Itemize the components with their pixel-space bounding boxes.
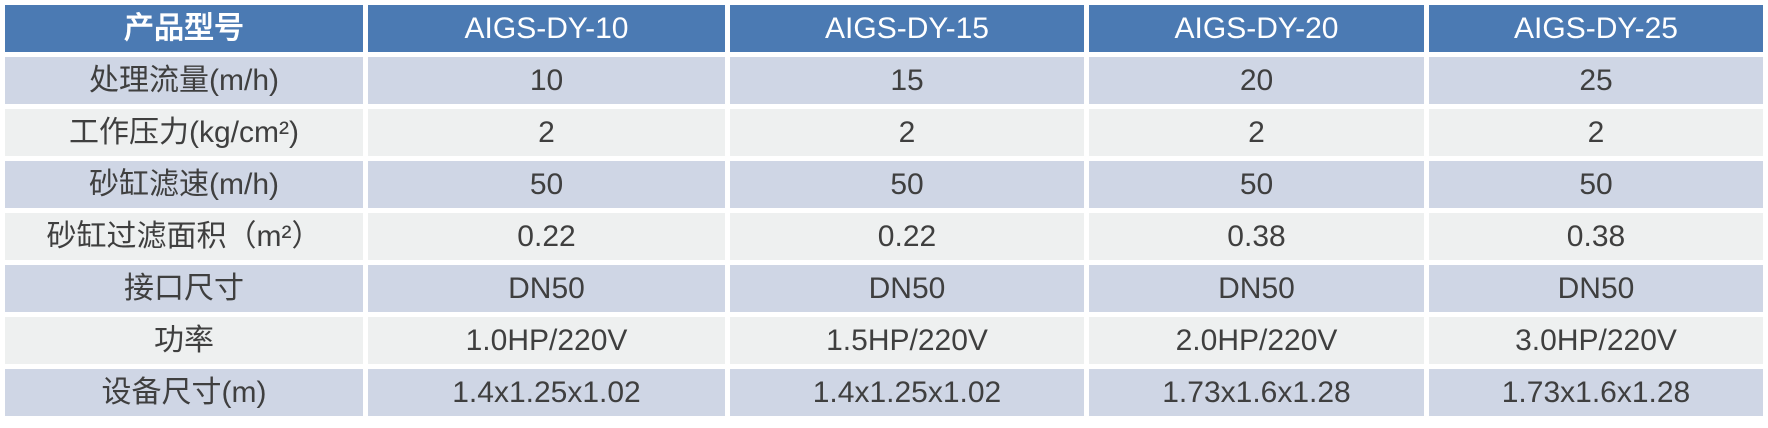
value-cell: DN50	[368, 265, 725, 312]
header-cell-product-model: 产品型号	[5, 5, 363, 52]
value-cell: 0.22	[730, 213, 1084, 260]
table-row-filter-area: 砂缸过滤面积（m²） 0.22 0.22 0.38 0.38	[5, 213, 1763, 260]
value-cell: 50	[368, 161, 725, 208]
value-cell: 1.73x1.6x1.28	[1089, 369, 1424, 416]
table-row-power: 功率 1.0HP/220V 1.5HP/220V 2.0HP/220V 3.0H…	[5, 317, 1763, 364]
value-cell: 1.4x1.25x1.02	[368, 369, 725, 416]
value-cell: 1.5HP/220V	[730, 317, 1084, 364]
value-cell: 25	[1429, 57, 1763, 104]
table-header-row: 产品型号 AIGS-DY-10 AIGS-DY-15 AIGS-DY-20 AI…	[5, 5, 1763, 52]
header-cell-model-3: AIGS-DY-20	[1089, 5, 1424, 52]
table-row-filter-speed: 砂缸滤速(m/h) 50 50 50 50	[5, 161, 1763, 208]
value-cell: 10	[368, 57, 725, 104]
row-label-power: 功率	[5, 317, 363, 364]
value-cell: 0.38	[1089, 213, 1424, 260]
value-cell: 3.0HP/220V	[1429, 317, 1763, 364]
value-cell: 0.22	[368, 213, 725, 260]
value-cell: 2	[1429, 109, 1763, 156]
row-label-equipment-size: 设备尺寸(m)	[5, 369, 363, 416]
value-cell: 2.0HP/220V	[1089, 317, 1424, 364]
table-row-flow-rate: 处理流量(m/h) 10 15 20 25	[5, 57, 1763, 104]
value-cell: 1.0HP/220V	[368, 317, 725, 364]
value-cell: 2	[730, 109, 1084, 156]
row-label-interface-size: 接口尺寸	[5, 265, 363, 312]
header-cell-model-2: AIGS-DY-15	[730, 5, 1084, 52]
value-cell: DN50	[730, 265, 1084, 312]
value-cell: 15	[730, 57, 1084, 104]
row-label-flow-rate: 处理流量(m/h)	[5, 57, 363, 104]
value-cell: 50	[1429, 161, 1763, 208]
value-cell: 2	[1089, 109, 1424, 156]
table-row-equipment-size: 设备尺寸(m) 1.4x1.25x1.02 1.4x1.25x1.02 1.73…	[5, 369, 1763, 416]
header-cell-model-1: AIGS-DY-10	[368, 5, 725, 52]
value-cell: 1.73x1.6x1.28	[1429, 369, 1763, 416]
value-cell: 2	[368, 109, 725, 156]
row-label-filter-area: 砂缸过滤面积（m²）	[5, 213, 363, 260]
value-cell: 1.4x1.25x1.02	[730, 369, 1084, 416]
value-cell: 50	[730, 161, 1084, 208]
table-row-interface-size: 接口尺寸 DN50 DN50 DN50 DN50	[5, 265, 1763, 312]
value-cell: DN50	[1089, 265, 1424, 312]
header-cell-model-4: AIGS-DY-25	[1429, 5, 1763, 52]
value-cell: 0.38	[1429, 213, 1763, 260]
value-cell: DN50	[1429, 265, 1763, 312]
value-cell: 50	[1089, 161, 1424, 208]
row-label-working-pressure: 工作压力(kg/cm²)	[5, 109, 363, 156]
table-row-working-pressure: 工作压力(kg/cm²) 2 2 2 2	[5, 109, 1763, 156]
row-label-filter-speed: 砂缸滤速(m/h)	[5, 161, 363, 208]
value-cell: 20	[1089, 57, 1424, 104]
